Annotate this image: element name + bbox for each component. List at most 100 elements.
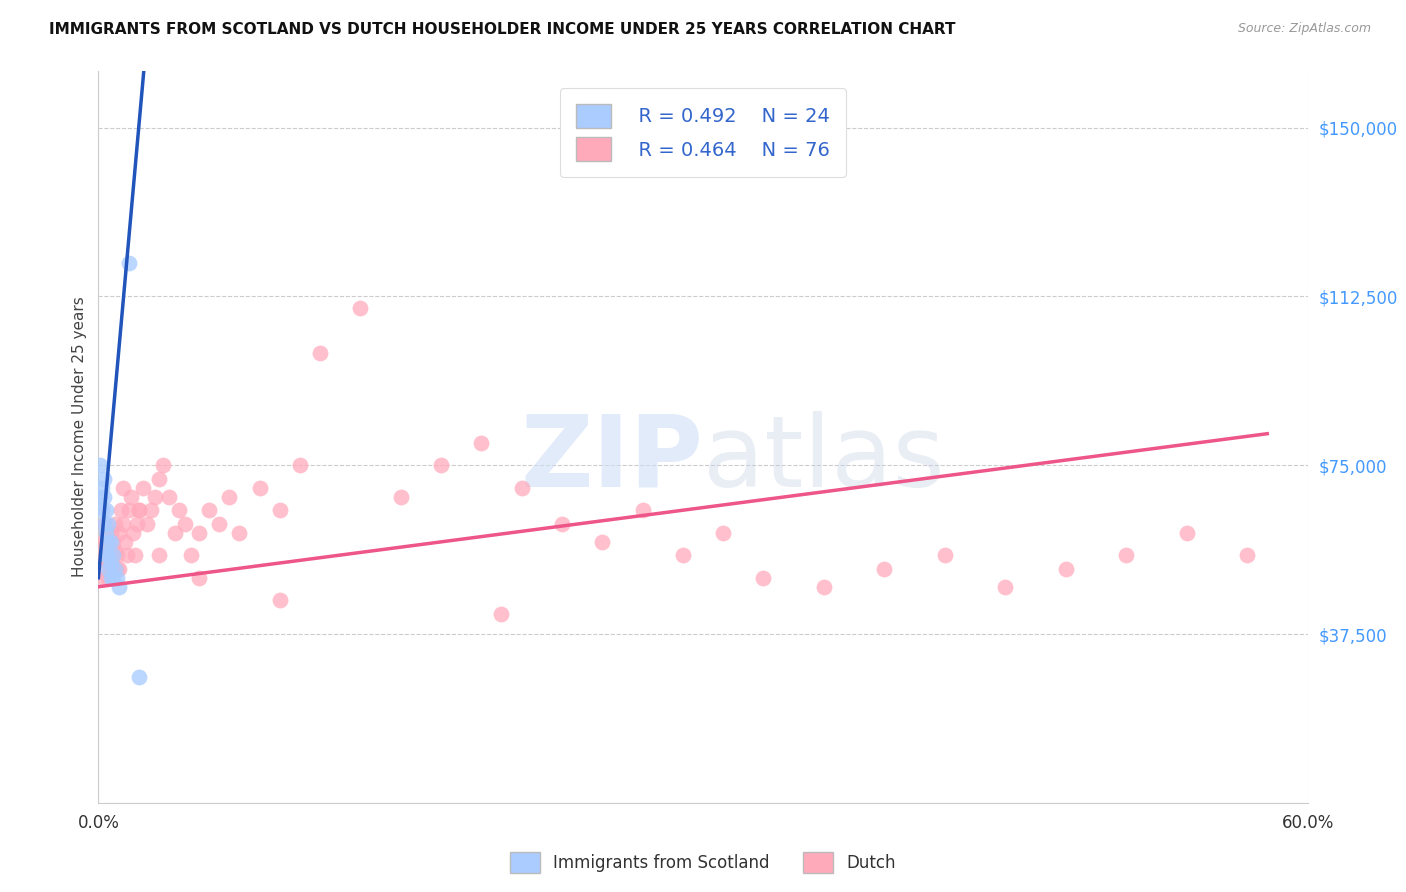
Point xyxy=(132,481,155,495)
Point xyxy=(188,525,211,540)
Point xyxy=(309,345,332,359)
Point xyxy=(228,525,250,540)
Point xyxy=(111,481,134,495)
Point xyxy=(100,525,122,540)
Point xyxy=(148,548,170,562)
Point xyxy=(152,458,174,473)
Point xyxy=(100,558,122,572)
Point xyxy=(97,562,120,576)
Point xyxy=(96,548,118,562)
Point xyxy=(813,580,835,594)
Text: Source: ZipAtlas.com: Source: ZipAtlas.com xyxy=(1237,22,1371,36)
Point xyxy=(143,490,166,504)
Point xyxy=(96,525,118,540)
Point xyxy=(349,301,371,315)
Point xyxy=(551,516,574,531)
Point xyxy=(89,458,111,473)
Point xyxy=(96,562,118,576)
Point xyxy=(269,503,291,517)
Point xyxy=(118,255,141,269)
Point xyxy=(93,516,115,531)
Point xyxy=(994,580,1017,594)
Point xyxy=(96,525,118,540)
Point xyxy=(631,503,654,517)
Point xyxy=(752,571,775,585)
Point xyxy=(100,534,122,549)
Point xyxy=(430,458,453,473)
Point xyxy=(103,516,125,531)
Point xyxy=(873,562,896,576)
Point xyxy=(174,516,197,531)
Point xyxy=(97,571,120,585)
Point xyxy=(107,525,129,540)
Point xyxy=(111,516,134,531)
Point xyxy=(115,548,138,562)
Point xyxy=(118,503,141,517)
Point xyxy=(180,548,202,562)
Point xyxy=(105,562,128,576)
Point xyxy=(107,562,129,576)
Point xyxy=(128,503,150,517)
Point xyxy=(249,481,271,495)
Legend:   R = 0.492    N = 24,   R = 0.464    N = 76: R = 0.492 N = 24, R = 0.464 N = 76 xyxy=(560,88,846,177)
Point xyxy=(491,607,513,621)
Text: atlas: atlas xyxy=(703,410,945,508)
Legend: Immigrants from Scotland, Dutch: Immigrants from Scotland, Dutch xyxy=(503,846,903,880)
Text: ZIP: ZIP xyxy=(520,410,703,508)
Point xyxy=(148,472,170,486)
Point xyxy=(97,516,120,531)
Point xyxy=(93,472,115,486)
Point xyxy=(711,525,734,540)
Y-axis label: Householder Income Under 25 years: Householder Income Under 25 years xyxy=(72,297,87,577)
Point xyxy=(105,571,128,585)
Point xyxy=(101,571,124,585)
Point xyxy=(91,481,114,495)
Point xyxy=(101,548,124,562)
Point xyxy=(107,580,129,594)
Point xyxy=(100,571,122,585)
Point xyxy=(470,435,492,450)
Point xyxy=(1175,525,1198,540)
Point xyxy=(91,534,114,549)
Point xyxy=(157,490,180,504)
Point xyxy=(167,503,190,517)
Point xyxy=(269,593,291,607)
Point xyxy=(1236,548,1258,562)
Point xyxy=(105,548,128,562)
Point xyxy=(510,481,533,495)
Point xyxy=(218,490,240,504)
Point xyxy=(97,534,120,549)
Point xyxy=(97,558,120,572)
Point xyxy=(1115,548,1137,562)
Point xyxy=(128,503,150,517)
Text: IMMIGRANTS FROM SCOTLAND VS DUTCH HOUSEHOLDER INCOME UNDER 25 YEARS CORRELATION : IMMIGRANTS FROM SCOTLAND VS DUTCH HOUSEH… xyxy=(49,22,956,37)
Point xyxy=(120,490,142,504)
Point xyxy=(125,516,148,531)
Point xyxy=(591,534,613,549)
Point xyxy=(93,571,115,585)
Point xyxy=(114,534,136,549)
Point xyxy=(135,516,157,531)
Point xyxy=(97,539,120,553)
Point xyxy=(103,543,125,558)
Point xyxy=(100,548,122,562)
Point xyxy=(121,525,143,540)
Point xyxy=(188,571,211,585)
Point xyxy=(128,670,150,684)
Point xyxy=(139,503,162,517)
Point xyxy=(672,548,695,562)
Point xyxy=(163,525,186,540)
Point xyxy=(934,548,956,562)
Point xyxy=(208,516,231,531)
Point xyxy=(91,503,114,517)
Point xyxy=(198,503,221,517)
Point xyxy=(101,548,124,562)
Point xyxy=(1054,562,1077,576)
Point xyxy=(101,562,124,576)
Point xyxy=(124,548,146,562)
Point xyxy=(93,548,115,562)
Point xyxy=(97,548,120,562)
Point xyxy=(89,490,111,504)
Point xyxy=(103,562,125,576)
Point xyxy=(96,534,118,549)
